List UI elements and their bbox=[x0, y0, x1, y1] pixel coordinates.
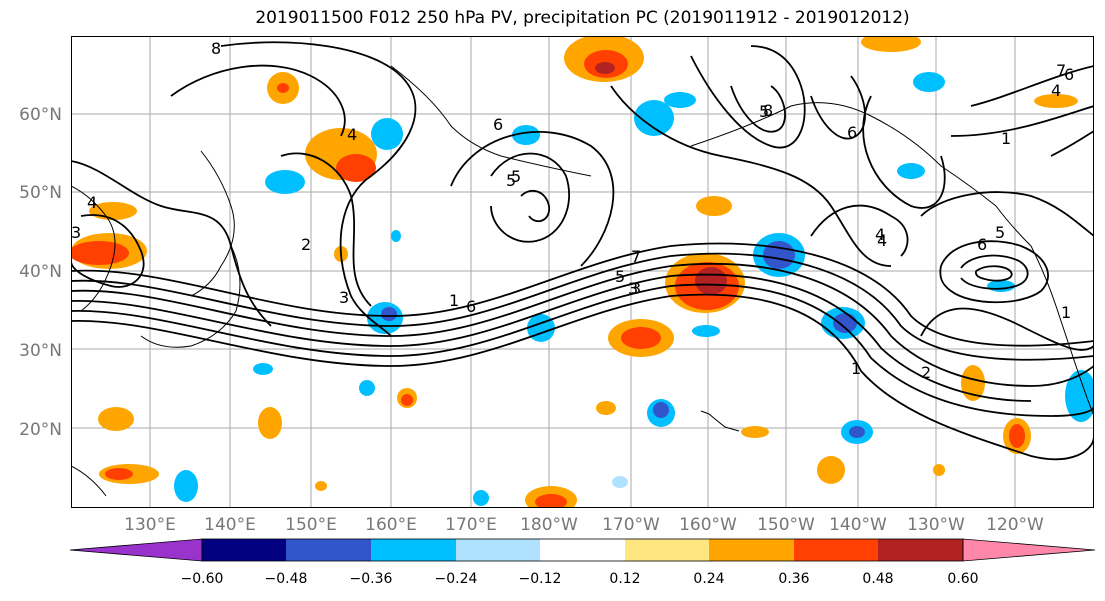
lon-label-170e: 170°E bbox=[445, 515, 497, 535]
colorbar-tick: −0.36 bbox=[349, 571, 393, 587]
lon-label-150w: 150°W bbox=[757, 515, 815, 535]
lat-label-30n: 30°N bbox=[19, 341, 62, 361]
contour-label: 1 bbox=[1001, 129, 1011, 148]
colorbar-tick: 0.36 bbox=[778, 571, 810, 587]
contour-label: 8 bbox=[211, 39, 221, 58]
lon-label-160w: 160°W bbox=[679, 515, 737, 535]
contour-label: 2 bbox=[301, 235, 311, 254]
lat-label-20n: 20°N bbox=[19, 420, 62, 440]
contour-labels: 8 6 4 3 2 3 4 5 6 5 4 7 5 3 1 6 5 1 2 1 … bbox=[71, 39, 1074, 382]
colorbar-tick: 0.60 bbox=[947, 571, 979, 587]
lon-label-170w: 170°W bbox=[602, 515, 660, 535]
colorbar-tick: −0.24 bbox=[434, 571, 478, 587]
lon-label-140e: 140°E bbox=[204, 515, 256, 535]
map-panel: 8 6 4 3 2 3 4 5 6 5 4 7 5 3 1 6 5 1 2 1 … bbox=[71, 36, 1094, 508]
contour-label: 6 bbox=[466, 297, 476, 316]
lon-label-130e: 130°E bbox=[124, 515, 176, 535]
contour-label: 3 bbox=[339, 288, 349, 307]
contour-label: 4 bbox=[875, 225, 885, 244]
colorbar-bin bbox=[456, 539, 540, 561]
colorbar-tick: −0.48 bbox=[264, 571, 308, 587]
contour-label: 1 bbox=[449, 291, 459, 310]
contour-label: 3 bbox=[631, 279, 641, 298]
colorbar-bin bbox=[540, 539, 625, 561]
contour-label: 5 bbox=[615, 267, 625, 286]
lon-label-180w: 180°W bbox=[520, 515, 578, 535]
contour-label: 3 bbox=[71, 223, 81, 242]
coastlines bbox=[71, 65, 1094, 497]
colorbar-bin bbox=[286, 539, 371, 561]
contour-label: 8 bbox=[763, 101, 773, 120]
lat-label-40n: 40°N bbox=[19, 262, 62, 282]
contour-label: 6 bbox=[847, 123, 857, 142]
contour-label: 5 bbox=[511, 167, 521, 186]
lon-label-150e: 150°E bbox=[285, 515, 337, 535]
colorbar-tick: 0.12 bbox=[609, 571, 641, 587]
contour-label: 6 bbox=[493, 115, 503, 134]
colorbar-extend-high bbox=[962, 538, 1096, 562]
contour-label: 6 bbox=[977, 235, 987, 254]
contour-label: 5 bbox=[995, 223, 1005, 242]
contour-label: 4 bbox=[877, 231, 887, 250]
lat-label-60n: 60°N bbox=[19, 105, 62, 125]
lon-label-140w: 140°W bbox=[829, 515, 887, 535]
colorbar-bin bbox=[878, 539, 963, 561]
colorbar-bin bbox=[202, 539, 286, 561]
contour-label: 4 bbox=[1051, 81, 1061, 100]
colorbar-bin bbox=[709, 539, 794, 561]
colorbar-tick: −0.60 bbox=[180, 571, 224, 587]
map-canvas: 8 6 4 3 2 3 4 5 6 5 4 7 5 3 1 6 5 1 2 1 … bbox=[71, 36, 1094, 508]
lon-label-120w: 120°W bbox=[986, 515, 1044, 535]
contour-label: 4 bbox=[347, 125, 357, 144]
contour-label: 7 bbox=[1056, 61, 1066, 80]
pv-contours bbox=[71, 41, 1094, 461]
colorbar bbox=[69, 538, 1096, 562]
contour-label: 5 bbox=[506, 171, 516, 190]
map-title: 2019011500 F012 250 hPa PV, precipitatio… bbox=[255, 8, 910, 28]
contour-label: 1 bbox=[1061, 303, 1071, 322]
lon-label-130w: 130°W bbox=[907, 515, 965, 535]
contour-label: 1 bbox=[851, 359, 861, 378]
contour-label: 6 bbox=[1064, 65, 1074, 84]
colorbar-tick: 0.48 bbox=[862, 571, 894, 587]
colorbar-bin bbox=[371, 539, 456, 561]
colorbar-tick: 0.24 bbox=[693, 571, 725, 587]
contour-label: 4 bbox=[87, 193, 97, 212]
colorbar-tick: −0.12 bbox=[518, 571, 562, 587]
colorbar-bin bbox=[794, 539, 878, 561]
lon-label-160e: 160°E bbox=[365, 515, 417, 535]
contour-label: 7 bbox=[631, 247, 641, 266]
colorbar-extend-low bbox=[69, 538, 203, 562]
contour-label: 5 bbox=[759, 102, 769, 121]
colorbar-bin bbox=[625, 539, 709, 561]
contour-label: 2 bbox=[921, 363, 931, 382]
contour-label: 3 bbox=[628, 279, 638, 298]
lat-label-50n: 50°N bbox=[19, 183, 62, 203]
